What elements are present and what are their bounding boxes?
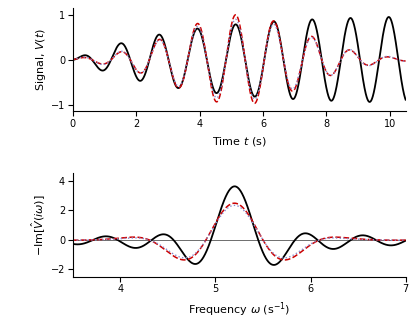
X-axis label: Frequency $\omega$ (s$^{-1}$): Frequency $\omega$ (s$^{-1}$) [188,300,290,319]
X-axis label: Time $t$ (s): Time $t$ (s) [212,135,267,148]
Y-axis label: $-$Im[$\hat{V}(i\omega)$]: $-$Im[$\hat{V}(i\omega)$] [30,194,48,256]
Y-axis label: Signal, $V(t)$: Signal, $V(t)$ [34,28,48,91]
